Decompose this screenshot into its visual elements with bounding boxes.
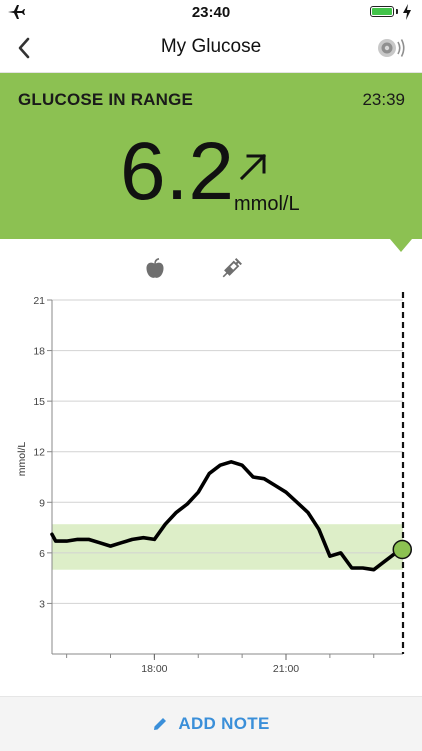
status-time: 23:40	[191, 4, 231, 21]
pencil-icon	[154, 718, 167, 730]
add-note-button[interactable]: ADD NOTE	[0, 697, 422, 751]
x-tick-label: 21:00	[273, 663, 299, 672]
glucose-unit: mmol/L	[234, 193, 300, 215]
status-bar: 23:40	[0, 0, 422, 24]
trend-arrow-icon	[239, 153, 267, 181]
x-tick-label: 18:00	[141, 663, 167, 672]
glucose-value: 6.2	[120, 126, 234, 217]
y-axis-label: mmol/L	[16, 442, 28, 477]
page-title: My Glucose	[160, 36, 262, 57]
glucose-status-label: GLUCOSE IN RANGE	[18, 90, 194, 109]
glucose-chart: 21 18 15 12 9 6 3 18:00 21:00 mmol/L	[16, 292, 413, 672]
y-tick-label: 6	[39, 548, 45, 560]
scan-sensor-icon[interactable]	[376, 35, 406, 61]
y-tick-label: 18	[33, 346, 45, 358]
glucose-reading-panel: GLUCOSE IN RANGE 23:39 6.2 mmol/L	[0, 73, 422, 239]
reading-time: 23:39	[362, 90, 405, 109]
y-tick-label: 9	[39, 497, 45, 509]
battery-icon	[370, 6, 394, 17]
insulin-syringe-icon[interactable]	[220, 258, 242, 280]
y-tick-label: 3	[39, 598, 45, 610]
bottom-bar: ADD NOTE	[0, 696, 422, 751]
food-apple-icon[interactable]	[145, 258, 165, 280]
glucose-series-line	[50, 460, 405, 572]
y-tick-label: 12	[33, 447, 45, 459]
panel-pointer	[390, 239, 412, 252]
airplane-mode-icon	[8, 5, 25, 19]
y-tick-label: 21	[33, 295, 45, 307]
charging-icon	[403, 4, 411, 20]
add-note-label: ADD NOTE	[178, 714, 270, 733]
y-tick-label: 15	[33, 396, 45, 408]
target-range-band	[52, 524, 403, 570]
current-reading-point	[392, 539, 413, 560]
back-button[interactable]	[12, 34, 38, 62]
navigation-bar: My Glucose	[0, 24, 422, 73]
